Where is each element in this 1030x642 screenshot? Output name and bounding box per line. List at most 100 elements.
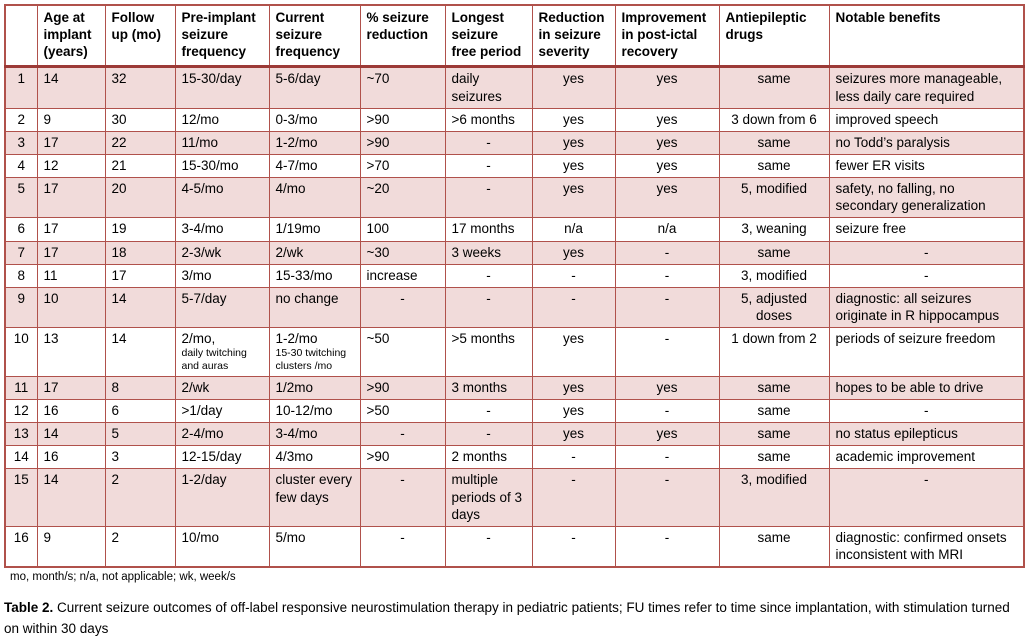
row-number-cell: 1 (4, 66, 38, 109)
column-header: Pre-implant seizure frequency (174, 4, 270, 69)
cell: seizures more manageable, less daily car… (828, 66, 1025, 109)
cell: - (444, 130, 533, 155)
cell: >90 (359, 445, 446, 470)
cell: increase (359, 263, 446, 288)
row-number-cell: 8 (4, 263, 38, 288)
table-row: 7 17 18 2-3/wk 2/wk ~30 3 weeks yes - same - (4, 240, 1025, 265)
cell: 4-5/mo (174, 177, 270, 219)
column-header: Reduction in seizure severity (531, 4, 616, 69)
table-header: Age at implant (years) Follow up (mo) Pre-… (4, 4, 1025, 69)
table-row: 4 12 21 15-30/mo 4-7/mo >70- yes yes same fewer E… (4, 153, 1025, 179)
cell: daily seizures (444, 66, 533, 109)
row-number-cell: 9 (4, 286, 38, 329)
caption-text: Current seizure outcomes of off-label re… (4, 600, 1010, 637)
cell: 32 (104, 66, 176, 109)
cell: - (444, 525, 533, 568)
cell: 3, weaning (718, 217, 830, 242)
cell: same (718, 375, 830, 400)
table-row: 16 9 2 10/mo 5/mo - - - - same diagnostic: confirm… (4, 525, 1025, 568)
cell: 12-15/day (174, 445, 270, 470)
cell: 17 (36, 240, 106, 265)
cell: no status epilepticus (828, 422, 1025, 447)
cell: 3-4/mo (268, 422, 361, 447)
row-number-cell: 6 (4, 217, 38, 242)
table-row: 2 9 30 12/mo 0-3/mo >90 >6 months yes yes 3 down … (4, 107, 1025, 132)
cell: 1-2/mo 15-30 twitching clusters /mo (268, 327, 361, 377)
cell: 1/19mo (268, 217, 361, 242)
cell: 2/wk (268, 240, 361, 265)
cell: yes (531, 422, 616, 447)
cell: - (444, 263, 533, 288)
table-row: 15 14 2 1-2/day cluster every few days - multi… (4, 468, 1025, 527)
cell: 1/2mo (268, 375, 361, 400)
cell: 17 (36, 130, 106, 155)
cell: no change (268, 286, 361, 329)
table-row: 13 14 5 2-4/mo 3-4/mo - - yes yes same no status e… (4, 422, 1025, 447)
cell: 11 (36, 263, 106, 288)
cell: 1 down from 2 (718, 327, 830, 377)
cell: 18 (104, 240, 176, 265)
cell: 5 (104, 422, 176, 447)
column-header: Current seizure frequency (268, 4, 361, 69)
row-number-cell: 13 (4, 422, 38, 447)
cell: no Todd’s paralysis (828, 130, 1025, 155)
cell-sub-text: 15-30 twitching clusters /mo (275, 347, 347, 373)
seizure-outcomes-table: Age at implant (years) Follow up (mo) Pre-… (4, 4, 1025, 569)
cell: - (359, 525, 446, 568)
column-header (4, 4, 38, 69)
cell: - (531, 525, 616, 568)
table-row: 5 17 20 4-5/mo 4/mo ~20- yes yes 5, modified safe… (4, 177, 1025, 219)
cell: - (531, 263, 616, 288)
cell: yes (531, 375, 616, 400)
cell: - (359, 286, 446, 329)
cell: 10/mo (174, 525, 270, 568)
cell: 30 (104, 107, 176, 132)
cell: academic improvement (828, 445, 1025, 470)
cell: n/a (614, 217, 720, 242)
cell: 20 (104, 177, 176, 219)
column-header: Notable benefits (828, 4, 1025, 69)
table-row: 14 16 3 12-15/day 4/3mo >90 2 months - - same acad… (4, 445, 1025, 470)
cell-sub-text: daily twitching and auras (181, 347, 247, 373)
cell: 5, modified (718, 177, 830, 219)
cell: - (614, 525, 720, 568)
cell: - (614, 327, 720, 377)
cell: 5-7/day (174, 286, 270, 329)
row-number-cell: 4 (4, 153, 38, 179)
cell: yes (531, 240, 616, 265)
cell: fewer ER visits (828, 153, 1025, 179)
cell: 17 (36, 217, 106, 242)
cell: - (614, 240, 720, 265)
cell: ~30 (359, 240, 446, 265)
cell: 5, adjusted doses (718, 286, 830, 329)
column-header: Age at implant (years) (36, 4, 106, 69)
row-number-cell: 14 (4, 445, 38, 470)
cell: same (718, 445, 830, 470)
cell: 6 (104, 398, 176, 424)
cell: >6 months (444, 107, 533, 132)
cell: 19 (104, 217, 176, 242)
cell: 14 (36, 468, 106, 527)
cell: - (614, 286, 720, 329)
cell: same (718, 422, 830, 447)
column-header: Follow up (mo) (104, 4, 176, 69)
cell: >50 (359, 398, 446, 424)
cell: 5-6/day (268, 66, 361, 109)
cell: improved speech (828, 107, 1025, 132)
table-row: 1 14 32 15-30/day 5-6/day ~70 daily seizures ye… (4, 66, 1025, 109)
row-number-cell: 11 (4, 375, 38, 400)
table-row: 12 16 6 >1/day 10-12/mo >50- yes - same - (4, 398, 1025, 424)
cell: same (718, 398, 830, 424)
cell: 2 (104, 525, 176, 568)
cell: 3 months (444, 375, 533, 400)
cell: ~50 (359, 327, 446, 377)
cell: - (444, 153, 533, 179)
cell: yes (614, 107, 720, 132)
column-header: Improvement in post-ictal recovery (614, 4, 720, 69)
cell: - (614, 398, 720, 424)
table-body: 1 14 32 15-30/day 5-6/day ~70 daily seizures ye… (4, 66, 1025, 568)
cell: - (828, 398, 1025, 424)
cell: 5/mo (268, 525, 361, 568)
cell: 3 (104, 445, 176, 470)
